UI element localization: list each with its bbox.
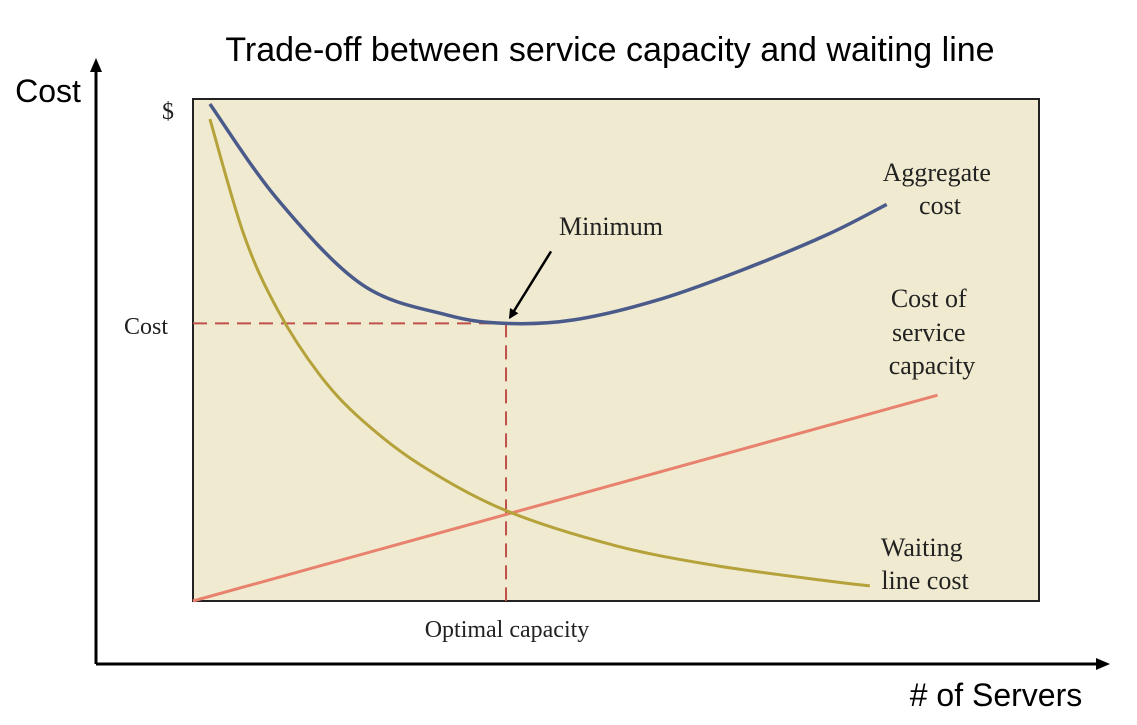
- chart-title: Trade-off between service capacity and w…: [225, 31, 994, 69]
- series-aggregate-cost-line: [208, 102, 888, 326]
- series-label-waiting-line-cost: Waiting line cost: [881, 533, 970, 595]
- x-axis-label: # of Servers: [910, 677, 1083, 713]
- series-label-service-capacity: Cost of service capacity: [889, 284, 976, 380]
- series-service-capacity-line: [192, 393, 938, 603]
- plot-area: [192, 98, 1040, 602]
- series-label-service-line-2: service: [892, 318, 966, 347]
- series-label-waiting-line-2: line cost: [881, 566, 969, 595]
- series-label-waiting-line-1: Waiting: [881, 533, 963, 562]
- y-axis-label: Cost: [15, 73, 81, 109]
- annotation-minimum-arrow: [508, 250, 553, 320]
- series-waiting-line-cost-line: [208, 118, 870, 588]
- series-label-aggregate-cost: Aggregate cost: [883, 158, 998, 220]
- y-tick-label-dollar: $: [162, 99, 174, 125]
- series-label-service-line-1: Cost of: [891, 284, 967, 313]
- outer-y-axis-arrowhead: [90, 58, 102, 72]
- y-tick-label-cost: Cost: [124, 314, 168, 340]
- series-label-service-line-3: capacity: [889, 351, 976, 380]
- x-tick-label-optimal-capacity: Optimal capacity: [425, 617, 590, 643]
- series-label-aggregate-line-2: cost: [919, 191, 962, 220]
- outer-x-axis-arrowhead: [1096, 658, 1110, 670]
- annotation-minimum: Minimum: [559, 212, 663, 241]
- series-label-aggregate-line-1: Aggregate: [883, 158, 991, 187]
